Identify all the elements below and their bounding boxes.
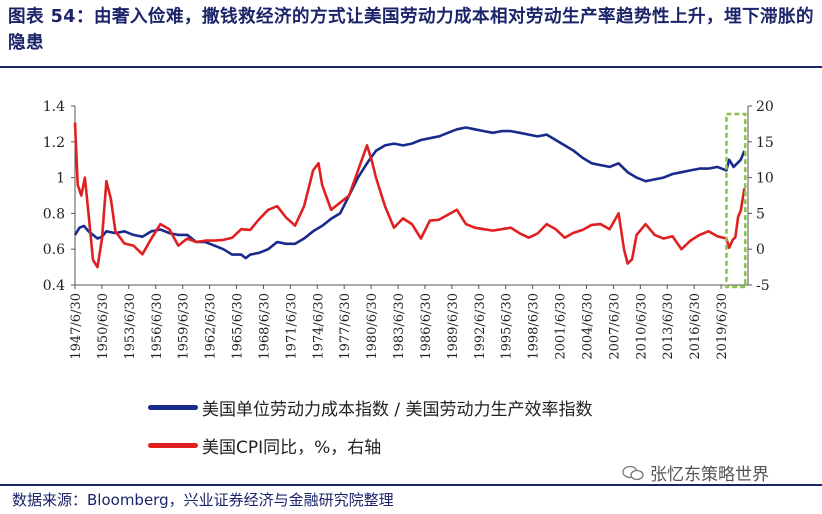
- top-rule: [0, 66, 822, 68]
- x-tick-label: 1971/6/30: [284, 293, 299, 360]
- legend-label-red: 美国CPI同比，%，右轴: [202, 437, 382, 458]
- y-right-tick-label: -5: [756, 278, 770, 294]
- x-tick-label: 1965/6/30: [231, 293, 246, 360]
- x-tick-label: 1986/6/30: [419, 293, 434, 360]
- x-tick-label: 2010/6/30: [634, 293, 649, 360]
- y-left-tick-label: 0.8: [43, 206, 65, 222]
- bottom-rule: [0, 484, 822, 486]
- y-left-tick-label: 1.2: [43, 135, 65, 151]
- x-tick-label: 1974/6/30: [311, 293, 326, 360]
- y-right-tick-label: 0: [756, 242, 765, 258]
- x-tick-label: 1947/6/30: [69, 293, 84, 360]
- x-tick-label: 2013/6/30: [661, 293, 676, 360]
- x-tick-label: 2007/6/30: [607, 293, 622, 360]
- y-left-tick-label: 1: [56, 171, 65, 187]
- x-tick-label: 1968/6/30: [257, 293, 272, 360]
- x-tick-label: 1950/6/30: [96, 293, 111, 360]
- x-tick-label: 1989/6/30: [446, 293, 461, 360]
- x-tick-label: 1983/6/30: [392, 293, 407, 360]
- wechat-icon: [622, 465, 644, 480]
- x-tick-label: 2004/6/30: [580, 293, 595, 360]
- y-left-tick-label: 0.4: [43, 278, 65, 294]
- source-note: 数据来源：Bloomberg，兴业证券经济与金融研究院整理: [12, 491, 394, 509]
- x-tick-label: 1995/6/30: [500, 293, 515, 360]
- series-line-labor-cost-ratio: [73, 126, 746, 260]
- y-left-tick-label: 0.6: [43, 242, 65, 258]
- highlight-box: [725, 112, 747, 289]
- x-tick-label: 2016/6/30: [688, 293, 703, 360]
- figure-title: 图表 54：由奢入俭难，撒钱救经济的方式让美国劳动力成本相对劳动生产率趋势性上升…: [8, 7, 814, 53]
- legend-item-blue: 美国单位劳动力成本指数 / 美国劳动力生产效率指数: [148, 388, 593, 426]
- y-right-tick-label: 15: [756, 135, 774, 151]
- x-tick-label: 2019/6/30: [715, 293, 730, 360]
- legend-swatch-red: [148, 442, 198, 448]
- y-right-tick-label: 5: [756, 206, 765, 222]
- x-tick-label: 1980/6/30: [365, 293, 380, 360]
- x-tick-label: 1953/6/30: [123, 293, 138, 360]
- legend-swatch-blue: [148, 404, 198, 410]
- legend-label-blue: 美国单位劳动力成本指数 / 美国劳动力生产效率指数: [202, 399, 593, 420]
- watermark: 张忆东策略世界: [622, 460, 769, 485]
- y-right-tick-label: 20: [756, 99, 774, 115]
- y-right-tick-label: 10: [756, 171, 774, 187]
- x-tick-label: 2001/6/30: [554, 293, 569, 360]
- x-tick-label: 1959/6/30: [177, 293, 192, 360]
- watermark-text: 张忆东策略世界: [650, 465, 769, 485]
- x-tick-label: 1998/6/30: [527, 293, 542, 360]
- x-tick-label: 1956/6/30: [150, 293, 165, 360]
- x-tick-label: 1992/6/30: [473, 293, 488, 360]
- line-chart: 0.4 0.6 0.8 1 1.2 1.4 -5 0 5 10 15 20 1947/6/30 1950/…: [43, 99, 774, 360]
- legend-item-red: 美国CPI同比，%，右轴: [148, 426, 593, 464]
- series-line-cpi-yoy: [73, 122, 746, 269]
- legend: 美国单位劳动力成本指数 / 美国劳动力生产效率指数 美国CPI同比，%，右轴: [148, 388, 593, 464]
- x-tick-label: 1977/6/30: [338, 293, 353, 360]
- x-tick-label: 1962/6/30: [204, 293, 219, 360]
- y-left-tick-label: 1.4: [43, 99, 65, 115]
